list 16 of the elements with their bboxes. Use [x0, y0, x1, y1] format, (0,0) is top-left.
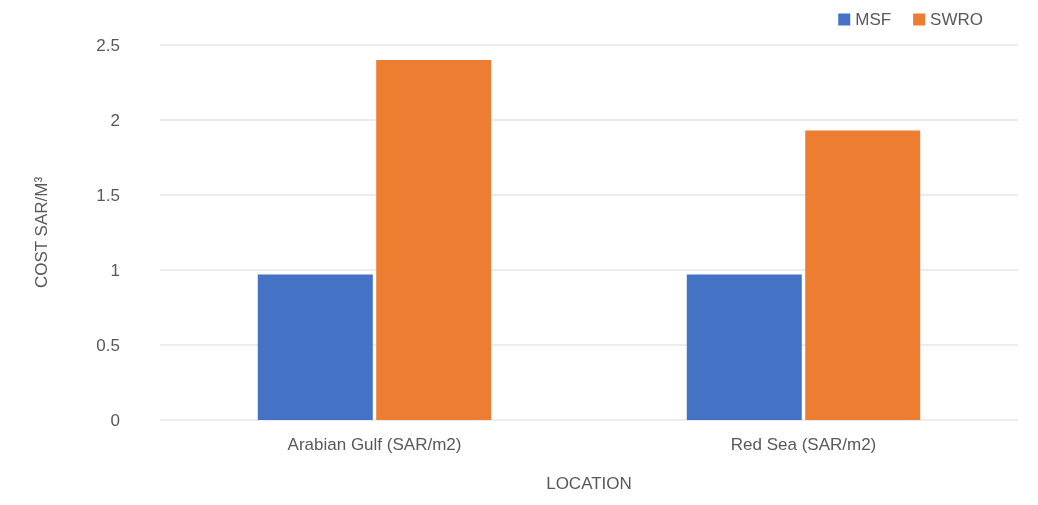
- x-axis-title: LOCATION: [546, 474, 632, 493]
- y-axis-title: COST SAR/M³: [32, 176, 51, 289]
- legend-label: SWRO: [930, 10, 984, 29]
- y-tick-label: 2.5: [96, 35, 120, 55]
- y-tick-label: 1: [110, 260, 120, 280]
- y-tick-label: 0.5: [96, 335, 120, 355]
- x-tick-label: Red Sea (SAR/m2): [730, 435, 877, 454]
- y-tick-label: 1.5: [96, 185, 120, 205]
- x-tick-label: Arabian Gulf (SAR/m2): [287, 435, 462, 454]
- legend-label: MSF: [855, 10, 892, 29]
- bar: [376, 60, 492, 420]
- bar: [805, 130, 921, 420]
- y-tick-label: 2: [110, 110, 120, 130]
- bar: [257, 274, 373, 420]
- y-tick-label: 0: [110, 410, 120, 430]
- bar: [686, 274, 802, 420]
